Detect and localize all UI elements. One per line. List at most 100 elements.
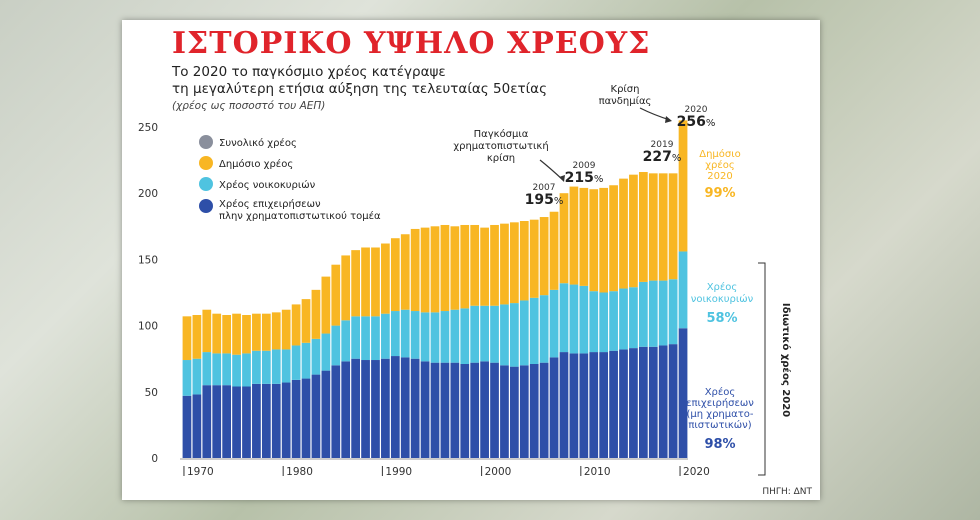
bar-public-segment xyxy=(519,221,529,301)
bar-public-segment xyxy=(569,186,579,285)
public-debt-label: Δημόσιο xyxy=(699,148,741,160)
bar-household-segment xyxy=(291,345,301,380)
bar-public-segment xyxy=(331,264,341,326)
bar-corporate-segment xyxy=(510,366,519,458)
household-debt-label: νοικοκυριών xyxy=(691,293,754,305)
bar-household-segment xyxy=(361,316,370,361)
bar-household-segment xyxy=(589,291,599,353)
bar-household-segment xyxy=(658,280,668,346)
annotation-year: 2009 xyxy=(573,161,596,171)
bar-household-segment xyxy=(301,342,311,379)
bar-public-segment xyxy=(311,289,321,339)
legend-swatch xyxy=(199,177,213,191)
bar-public-segment xyxy=(500,223,509,305)
bar-corporate-segment xyxy=(569,353,579,458)
bar-public-segment xyxy=(510,222,519,304)
subtitle-line-1: Το 2020 το παγκόσμιο χρέος κατέγραψε xyxy=(172,64,446,80)
bar-corporate-segment xyxy=(371,360,380,458)
bar-household-segment xyxy=(381,313,390,359)
bar-household-segment xyxy=(450,309,460,363)
bar-household-segment xyxy=(519,300,529,366)
bar-corporate-segment xyxy=(589,352,599,458)
bar-public-segment xyxy=(629,174,638,288)
bar-corporate-segment xyxy=(182,395,192,458)
bar-corporate-segment xyxy=(619,349,628,458)
bar-household-segment xyxy=(252,350,261,384)
crisis-pandemic-arrow xyxy=(639,107,671,121)
legend-swatch xyxy=(199,199,213,213)
bar-public-segment xyxy=(321,276,331,334)
bar-public-segment xyxy=(480,227,489,306)
bar-corporate-segment xyxy=(480,361,489,458)
bar-household-segment xyxy=(341,320,351,362)
bar-corporate-segment xyxy=(490,362,499,458)
bar-public-segment xyxy=(539,217,549,296)
crisis-pandemic-label: πανδημίας xyxy=(599,95,652,107)
source-label: ΠΗΓΗ: ΔΝΤ xyxy=(762,487,812,497)
x-tick-label: 1970 xyxy=(187,466,214,478)
legend-label: Χρέος νοικοκυριών xyxy=(219,179,316,191)
bar-public-segment xyxy=(341,255,351,321)
bar-household-segment xyxy=(559,283,569,353)
bar-public-segment xyxy=(668,173,678,280)
bar-corporate-segment xyxy=(331,365,341,458)
annotation-value: 215% xyxy=(565,170,604,186)
bar-household-segment xyxy=(460,308,470,364)
bar-public-segment xyxy=(420,227,430,313)
bar-public-segment xyxy=(440,224,450,312)
bar-public-segment xyxy=(242,315,251,354)
x-tick-label: 2010 xyxy=(584,466,611,478)
bar-household-segment xyxy=(371,316,380,361)
y-tick-label: 200 xyxy=(138,188,158,200)
bar-public-segment xyxy=(381,243,390,314)
x-tick-label: 1990 xyxy=(385,466,412,478)
legend-swatch xyxy=(199,156,213,170)
bar-household-segment xyxy=(549,289,559,358)
bar-public-segment xyxy=(648,173,658,281)
bar-household-segment xyxy=(609,291,618,351)
bar-corporate-segment xyxy=(271,383,281,458)
corporate-debt-label: (μη χρηματο- xyxy=(687,409,754,420)
y-tick-label: 250 xyxy=(138,122,158,134)
bar-corporate-segment xyxy=(351,358,360,458)
bar-household-segment xyxy=(529,297,539,364)
bar-corporate-segment xyxy=(470,362,480,458)
bar-household-segment xyxy=(222,353,232,386)
legend-label: Δημόσιο χρέος xyxy=(219,158,293,170)
bar-household-segment xyxy=(271,349,281,384)
bar-public-segment xyxy=(470,224,480,306)
infographic-card: ΙΣΤΟΡΙΚΟ ΥΨΗΛΟ ΧΡΕΟΥΣ Το 2020 το παγκόσμ… xyxy=(122,20,820,500)
bar-household-segment xyxy=(261,350,271,384)
bar-corporate-segment xyxy=(321,370,331,458)
bar-corporate-segment xyxy=(440,362,450,458)
annotation-value: 227% xyxy=(643,149,682,165)
annotation-value: 195% xyxy=(525,192,564,208)
bar-corporate-segment xyxy=(410,358,420,458)
x-tick-label: 2000 xyxy=(485,466,512,478)
bar-household-segment xyxy=(242,353,251,387)
bar-household-segment xyxy=(430,312,440,363)
bar-household-segment xyxy=(311,338,321,375)
bar-household-segment xyxy=(410,311,420,359)
bar-public-segment xyxy=(579,187,589,286)
household-debt-value: 58% xyxy=(706,311,737,326)
bar-corporate-segment xyxy=(629,348,638,458)
bar-corporate-segment xyxy=(678,328,688,458)
bar-public-segment xyxy=(460,224,470,309)
bar-public-segment xyxy=(609,185,618,292)
bar-household-segment xyxy=(331,325,341,366)
bar-corporate-segment xyxy=(638,346,648,458)
bar-corporate-segment xyxy=(192,394,202,458)
private-debt-bracket-label: Ιδιωτικό χρέος 2020 xyxy=(780,303,792,417)
chart-title: ΙΣΤΟΡΙΚΟ ΥΨΗΛΟ ΧΡΕΟΥΣ xyxy=(172,26,651,61)
annotation-year: 2007 xyxy=(533,183,556,193)
bar-corporate-segment xyxy=(311,374,321,458)
bar-household-segment xyxy=(490,305,499,363)
bar-household-segment xyxy=(390,311,400,357)
bar-corporate-segment xyxy=(609,350,618,458)
bar-corporate-segment xyxy=(549,357,559,458)
bar-public-segment xyxy=(301,299,311,343)
bar-public-segment xyxy=(371,247,380,317)
bar-household-segment xyxy=(470,305,480,363)
bar-public-segment xyxy=(638,172,648,282)
